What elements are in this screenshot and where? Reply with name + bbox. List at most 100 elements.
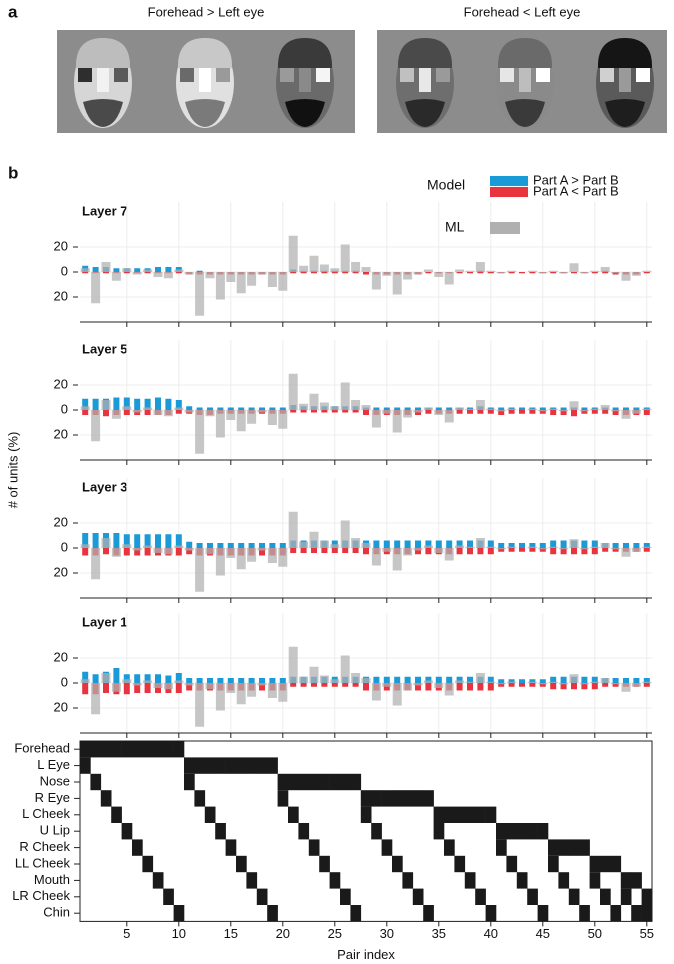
bar: [319, 264, 329, 272]
bar: [642, 681, 652, 683]
pair-cell: [340, 888, 351, 905]
pair-cell: [319, 855, 330, 873]
pair-cell: [350, 905, 362, 922]
bar: [519, 410, 525, 414]
pair-cell: [173, 905, 185, 922]
bar: [92, 533, 99, 548]
bar: [527, 546, 537, 548]
face-part: [505, 99, 545, 127]
bar: [111, 410, 121, 419]
bar: [423, 680, 433, 683]
bar: [319, 540, 329, 548]
bar: [465, 408, 475, 410]
bar: [290, 683, 297, 687]
bar: [539, 543, 546, 548]
pair-cell: [412, 888, 424, 905]
bar: [550, 410, 557, 415]
bar: [363, 410, 369, 415]
bar: [486, 546, 496, 548]
bar: [456, 548, 463, 555]
bar: [465, 681, 475, 683]
bar: [527, 681, 537, 683]
face-part: [400, 68, 414, 82]
pair-cell: [308, 839, 320, 856]
bar: [519, 543, 525, 548]
bar: [123, 674, 130, 683]
bar: [340, 655, 350, 683]
pair-cell: [298, 823, 310, 840]
bar: [227, 678, 234, 683]
bar: [111, 272, 121, 281]
pair-cell: [288, 806, 299, 823]
bar: [351, 673, 361, 683]
bar: [467, 676, 473, 683]
bar: [342, 683, 349, 687]
pair-cell: [225, 757, 237, 774]
pair-cell: [246, 872, 258, 889]
bar: [550, 272, 557, 274]
bar: [467, 683, 473, 691]
pair-cell: [516, 872, 528, 889]
bar: [331, 683, 338, 687]
bar: [507, 408, 517, 410]
bar: [134, 683, 141, 693]
pair-cell: [204, 757, 216, 774]
bar: [392, 272, 402, 295]
bar: [486, 270, 496, 272]
row-label: R Eye: [35, 790, 70, 805]
face-part: [497, 38, 553, 68]
pair-cell: [329, 773, 341, 791]
bar: [444, 272, 454, 285]
bar: [269, 678, 276, 683]
pair-cell: [256, 757, 268, 774]
pair-cell: [412, 790, 424, 807]
pair-cell: [381, 790, 393, 807]
pair-cell: [371, 790, 382, 807]
pair-cell: [485, 806, 497, 823]
row-label: Chin: [43, 905, 70, 920]
bar: [247, 410, 257, 424]
pair-cell: [173, 741, 185, 758]
bar: [455, 680, 465, 683]
bar: [591, 410, 598, 414]
pair-cell: [350, 773, 362, 791]
bar: [91, 272, 101, 304]
bar: [248, 543, 255, 548]
bar: [279, 678, 286, 683]
bar: [155, 674, 161, 683]
bar: [600, 543, 610, 548]
bar: [602, 683, 609, 687]
pair-cell: [371, 823, 382, 840]
bar: [155, 397, 161, 410]
bar: [477, 683, 484, 691]
bar: [571, 683, 577, 690]
bar: [550, 548, 557, 555]
bar: [507, 546, 517, 548]
bar: [602, 548, 609, 552]
pair-cell: [620, 888, 632, 905]
bar: [590, 546, 600, 548]
bar: [259, 407, 265, 410]
bar: [215, 683, 225, 711]
bar: [403, 410, 413, 418]
bar: [423, 269, 433, 272]
bar: [300, 683, 307, 687]
bar: [80, 268, 90, 272]
bar: [475, 673, 485, 683]
y-tick-label: 20: [54, 238, 68, 253]
bar: [309, 393, 319, 410]
bar: [538, 272, 548, 274]
subplot-title: Layer 5: [82, 341, 128, 356]
bar: [507, 270, 517, 272]
pair-cell: [506, 855, 518, 873]
pair-cell: [236, 855, 247, 873]
bar: [134, 548, 141, 556]
bar: [163, 548, 173, 555]
bar: [446, 676, 453, 683]
bar: [92, 398, 99, 410]
bar: [247, 548, 257, 562]
pair-cell: [142, 855, 154, 873]
bar: [278, 410, 288, 429]
bar: [113, 668, 120, 683]
